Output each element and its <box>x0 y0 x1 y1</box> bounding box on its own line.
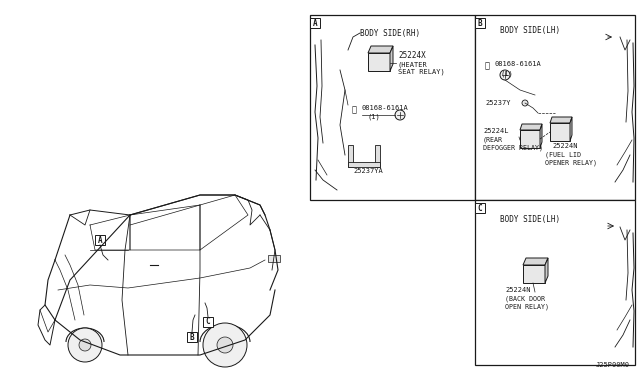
Bar <box>475 15 635 200</box>
Text: (1): (1) <box>368 113 381 119</box>
Circle shape <box>522 100 528 106</box>
Bar <box>310 18 320 28</box>
Circle shape <box>500 70 510 80</box>
Bar <box>95 235 105 245</box>
Text: 25224N: 25224N <box>552 143 577 149</box>
Polygon shape <box>545 258 548 283</box>
Text: (BACK DOOR: (BACK DOOR <box>505 295 545 301</box>
Text: 25237Y: 25237Y <box>485 100 511 106</box>
Text: (1): (1) <box>501 70 514 77</box>
Text: Ⓝ: Ⓝ <box>485 61 490 70</box>
Bar <box>203 317 213 327</box>
Polygon shape <box>523 258 548 265</box>
Polygon shape <box>390 46 393 71</box>
Text: C: C <box>477 203 483 212</box>
Bar <box>310 15 475 200</box>
Bar <box>348 162 380 167</box>
Text: BODY SIDE(RH): BODY SIDE(RH) <box>360 29 420 38</box>
Text: (FUEL LID: (FUEL LID <box>545 151 581 157</box>
Bar <box>523 265 545 283</box>
Text: 25224L: 25224L <box>483 128 509 134</box>
Polygon shape <box>570 117 572 141</box>
Polygon shape <box>368 46 393 53</box>
Text: BODY SIDE(LH): BODY SIDE(LH) <box>500 215 560 224</box>
Circle shape <box>68 328 102 362</box>
Bar <box>475 203 485 213</box>
Text: 25224N: 25224N <box>505 287 531 293</box>
Text: BODY SIDE(LH): BODY SIDE(LH) <box>500 26 560 35</box>
Bar <box>375 145 380 167</box>
Bar <box>368 53 390 71</box>
Text: (HEATER: (HEATER <box>398 61 428 67</box>
Circle shape <box>217 337 233 353</box>
Text: 25224X: 25224X <box>398 51 426 60</box>
Bar <box>268 255 280 262</box>
Text: 08168-6161A: 08168-6161A <box>362 105 409 111</box>
Bar <box>475 200 635 365</box>
Text: J25P00M0: J25P00M0 <box>596 362 630 368</box>
Text: A: A <box>313 19 317 28</box>
Text: SEAT RELAY): SEAT RELAY) <box>398 68 445 74</box>
Bar <box>187 332 197 342</box>
Text: 08168-6161A: 08168-6161A <box>495 61 541 67</box>
Text: A: A <box>98 235 102 244</box>
Circle shape <box>395 110 405 120</box>
Bar <box>348 145 353 167</box>
Text: 25237YA: 25237YA <box>353 168 383 174</box>
Text: Ⓝ: Ⓝ <box>352 105 357 114</box>
Text: B: B <box>189 333 195 341</box>
Polygon shape <box>550 117 572 123</box>
Text: C: C <box>205 317 211 327</box>
Bar <box>475 18 485 28</box>
Bar <box>520 130 540 148</box>
Text: DEFOGGER RELAY): DEFOGGER RELAY) <box>483 144 543 151</box>
Text: B: B <box>477 19 483 28</box>
Bar <box>550 123 570 141</box>
Polygon shape <box>520 124 542 130</box>
Circle shape <box>203 323 247 367</box>
Text: OPEN RELAY): OPEN RELAY) <box>505 303 549 310</box>
Text: (REAR: (REAR <box>483 136 503 142</box>
Text: OPENER RELAY): OPENER RELAY) <box>545 159 597 166</box>
Circle shape <box>79 339 91 351</box>
Polygon shape <box>540 124 542 148</box>
